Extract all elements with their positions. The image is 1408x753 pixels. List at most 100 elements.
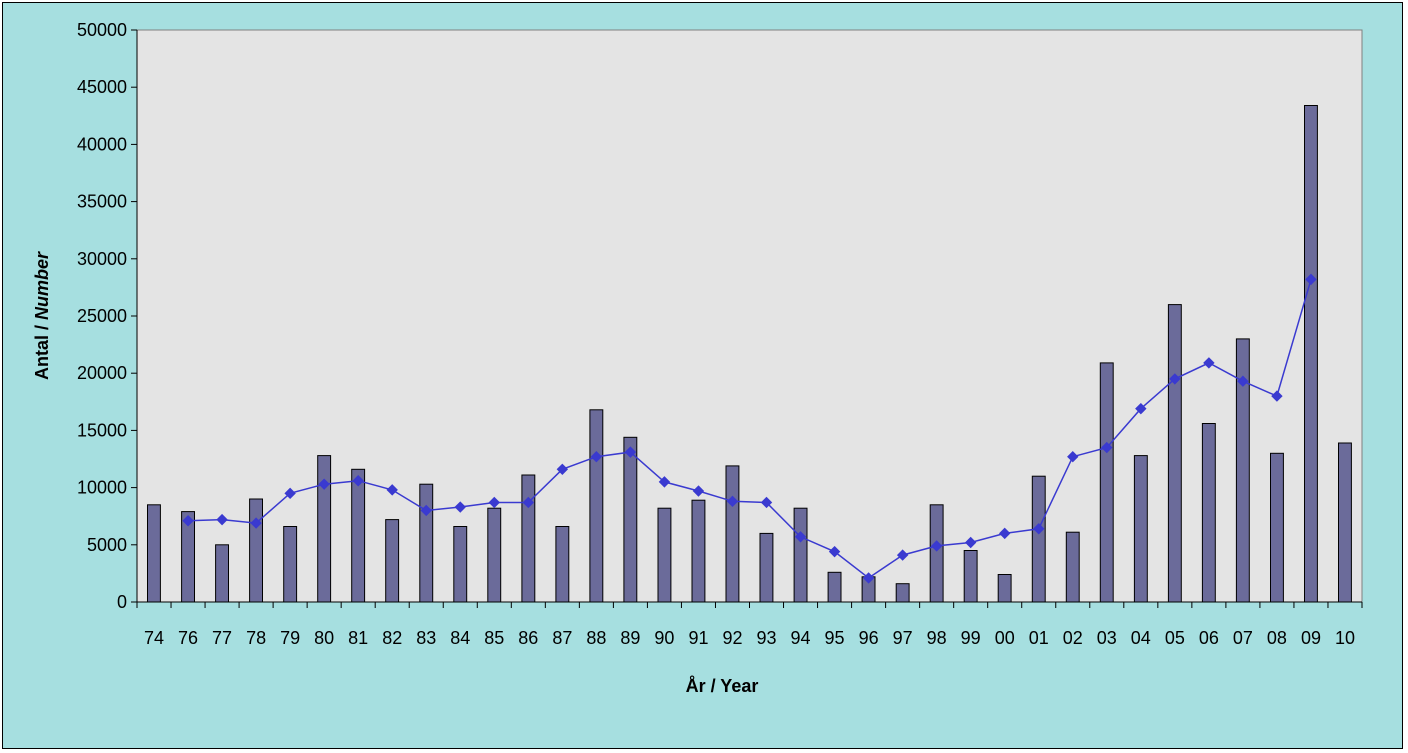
line-point-06 <box>1203 357 1215 369</box>
line-point-95 <box>828 545 841 558</box>
x-tick-label: 92 <box>722 628 742 648</box>
bar-77 <box>215 544 230 603</box>
line-point-91 <box>692 485 705 497</box>
bar-06 <box>1201 423 1216 603</box>
bar-03 <box>1099 362 1114 603</box>
bar-84 <box>453 526 468 603</box>
bar-98 <box>929 504 944 603</box>
x-tick-label: 96 <box>859 628 879 648</box>
line-point-88 <box>590 451 603 463</box>
bar-78 <box>249 498 264 603</box>
bar-93 <box>759 532 774 603</box>
line-point-05 <box>1169 373 1181 385</box>
x-tick-label: 83 <box>416 628 436 648</box>
line-point-82 <box>386 484 398 496</box>
line-point-94 <box>794 531 807 543</box>
x-tick-label: 05 <box>1165 628 1185 648</box>
bar-86 <box>521 474 536 603</box>
y-tick-label: 5000 <box>87 535 127 555</box>
line-point-07 <box>1237 375 1249 387</box>
bar-81 <box>351 468 366 603</box>
bar-79 <box>283 526 298 603</box>
line-point-85 <box>488 496 500 509</box>
bar-88 <box>589 409 604 603</box>
line-point-97 <box>896 549 909 561</box>
x-tick-label: 79 <box>280 628 300 648</box>
x-tick-label: 94 <box>791 628 811 648</box>
x-tick-label: 99 <box>961 628 981 648</box>
line-point-02 <box>1067 451 1079 463</box>
line-point-93 <box>760 496 773 509</box>
x-tick-label: 02 <box>1063 628 1083 648</box>
x-tick-label: 84 <box>450 628 470 648</box>
axes-layer <box>131 29 1363 608</box>
line-layer <box>182 273 1317 584</box>
y-tick-label: 30000 <box>77 249 127 269</box>
line-point-00 <box>999 527 1011 540</box>
y-tick-label: 35000 <box>77 192 127 212</box>
bar-01 <box>1031 475 1046 603</box>
bar-92 <box>725 465 740 603</box>
x-tick-label: 76 <box>178 628 198 648</box>
x-tick-label: 89 <box>620 628 640 648</box>
x-tick-label: 97 <box>893 628 913 648</box>
x-tick-label: 77 <box>212 628 232 648</box>
x-tick-label: 93 <box>756 628 776 648</box>
x-tick-label: 95 <box>825 628 845 648</box>
bar-82 <box>385 519 400 603</box>
x-tick-label: 04 <box>1131 628 1151 648</box>
y-tick-label: 40000 <box>77 134 127 154</box>
x-tick-label: 90 <box>654 628 674 648</box>
trend-line <box>187 279 1312 579</box>
x-tick-label: 88 <box>586 628 606 648</box>
bar-85 <box>487 507 502 603</box>
bar-90 <box>657 507 672 603</box>
bar-89 <box>623 436 638 603</box>
line-point-81 <box>352 475 364 487</box>
line-point-99 <box>964 536 977 549</box>
y-tick-label: 10000 <box>77 478 127 498</box>
x-tick-label: 81 <box>348 628 368 648</box>
x-tick-label: 86 <box>518 628 538 648</box>
bar-87 <box>555 526 570 603</box>
y-axis-title: Antal / Number <box>32 251 52 380</box>
line-point-83 <box>420 504 432 517</box>
bar-97 <box>895 583 910 603</box>
bar-02 <box>1065 531 1080 603</box>
y-tick-label: 20000 <box>77 363 127 383</box>
x-tick-label: 80 <box>314 628 334 648</box>
line-point-90 <box>658 476 671 488</box>
line-point-76 <box>182 515 194 527</box>
x-tick-label: 07 <box>1233 628 1253 648</box>
line-point-98 <box>930 540 943 552</box>
bar-80 <box>317 455 332 603</box>
line-point-84 <box>454 501 466 513</box>
bar-10 <box>1338 442 1352 603</box>
line-point-08 <box>1271 390 1283 402</box>
x-tick-label: 01 <box>1029 628 1049 648</box>
x-tick-label: 03 <box>1097 628 1117 648</box>
x-tick-label: 85 <box>484 628 504 648</box>
x-tick-label: 74 <box>144 628 164 648</box>
bar-94 <box>793 507 808 603</box>
x-tick-label: 82 <box>382 628 402 648</box>
x-tick-label: 91 <box>688 628 708 648</box>
y-tick-label: 25000 <box>77 306 127 326</box>
line-point-09 <box>1305 273 1317 286</box>
plot-area <box>136 29 1363 603</box>
bar-95 <box>827 571 842 603</box>
bar-91 <box>691 499 706 603</box>
bar-74 <box>147 504 161 603</box>
x-axis-title: År / Year <box>686 676 759 696</box>
x-tick-label: 78 <box>246 628 266 648</box>
bar-83 <box>419 483 434 603</box>
y-tick-label: 0 <box>117 592 127 612</box>
bar-00 <box>997 574 1012 603</box>
line-point-77 <box>216 513 228 526</box>
x-tick-label: 87 <box>552 628 572 648</box>
x-tick-label: 09 <box>1301 628 1321 648</box>
bar-04 <box>1133 455 1148 603</box>
line-point-80 <box>318 478 330 490</box>
line-point-78 <box>250 517 262 529</box>
bar-99 <box>963 550 978 603</box>
